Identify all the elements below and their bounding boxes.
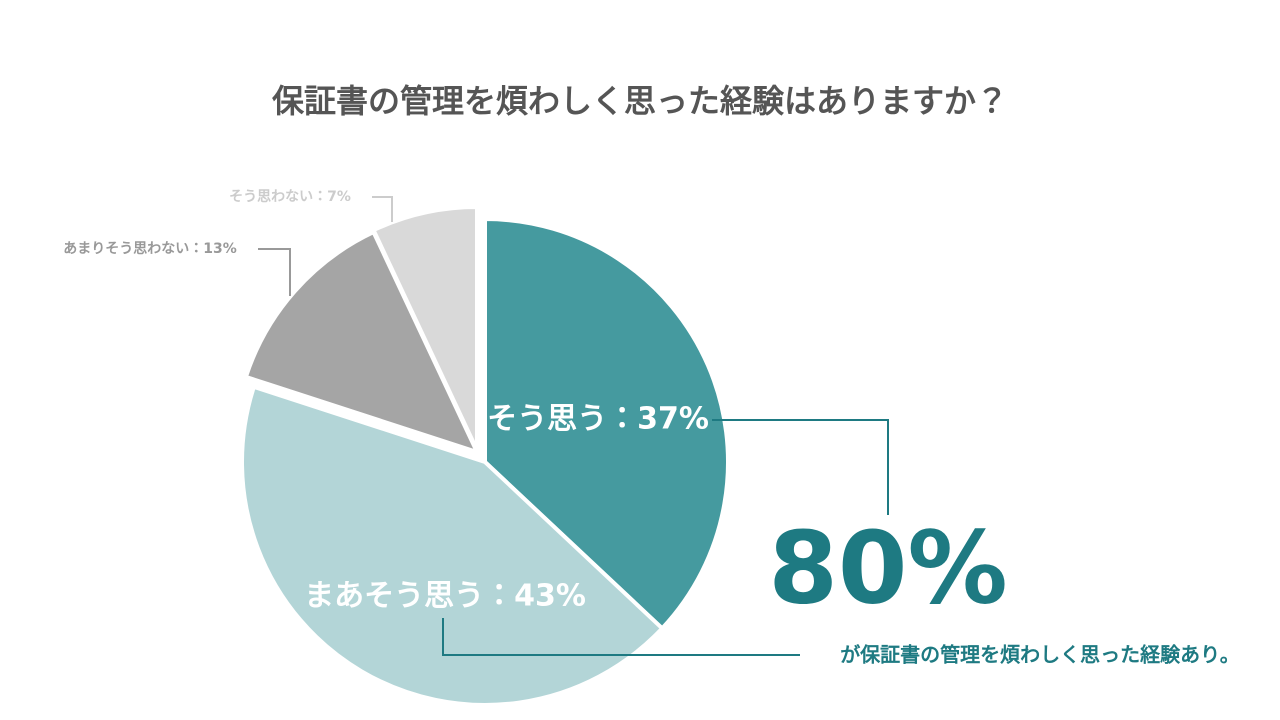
pie-slice	[243, 229, 481, 456]
slice-label: あまりそう思わない：13%	[63, 241, 237, 257]
leader-line	[258, 248, 291, 296]
slice-label: そう思わない：7%	[229, 189, 351, 205]
pie-slice	[240, 384, 665, 707]
chart-title: 保証書の管理を煩わしく思った経験はありますか？	[272, 82, 1008, 120]
highlight-value: 80%	[768, 509, 1007, 626]
slice-label: まあそう思う：43%	[304, 579, 586, 614]
pie-slice	[370, 204, 479, 451]
pie-slice	[483, 216, 730, 632]
labels: そう思う：37% まあそう思う：43% あまりそう思わない：13% そう思わない：7%	[63, 189, 889, 656]
leader-line	[372, 196, 393, 222]
leader-line	[442, 618, 800, 656]
leader-line	[712, 419, 889, 515]
slice-label: そう思う：37%	[487, 402, 709, 437]
highlight-caption: が保証書の管理を煩わしく思った経験あり。	[840, 643, 1240, 667]
pie	[240, 204, 730, 707]
